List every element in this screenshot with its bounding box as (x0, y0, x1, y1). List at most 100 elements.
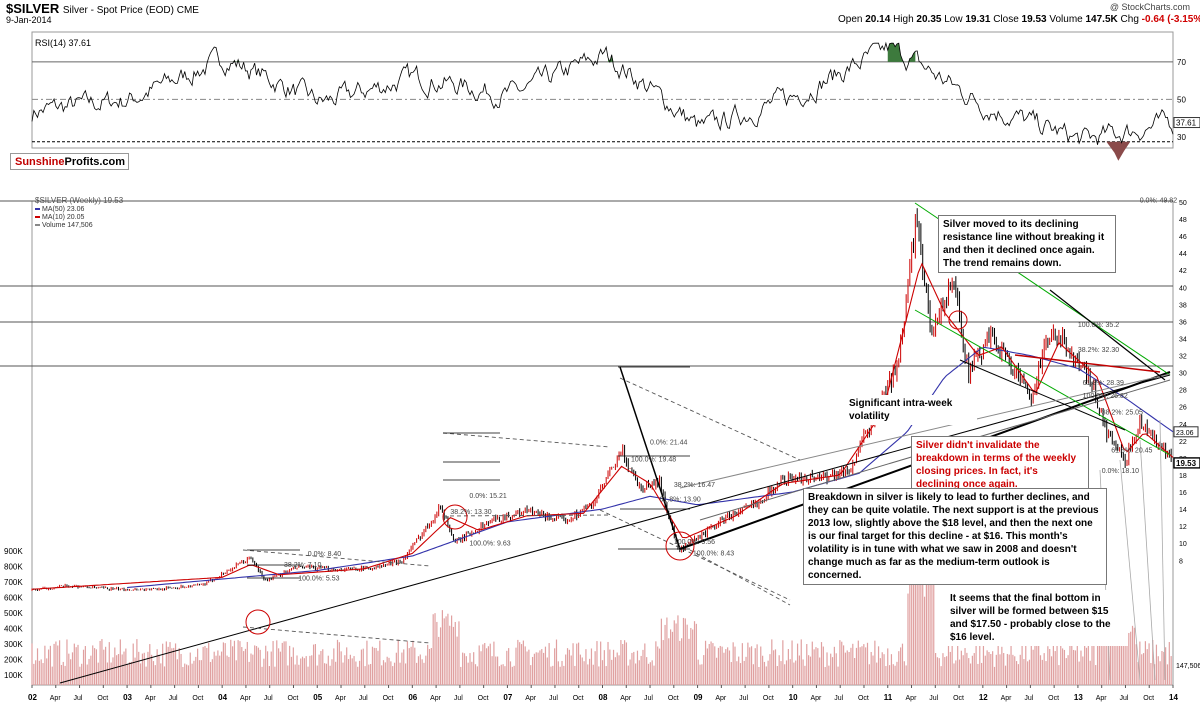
x-tick-7: Oct (192, 695, 203, 702)
dashed-guide-3 (242, 549, 431, 567)
red-support-line (1014, 354, 1161, 373)
x-tick-20: 07 (503, 693, 512, 702)
price-tick-42: 42 (1179, 268, 1187, 275)
rsi-tick-70: 70 (1177, 58, 1186, 67)
fib-label-10: 38.2%: 16.47 (674, 482, 715, 489)
long-term-support-line (59, 374, 1171, 684)
open-label: Open (838, 14, 863, 25)
fib-label-4: 100.0%: 26.82 (1083, 393, 1128, 400)
x-tick-3: Oct (97, 695, 108, 702)
highlight-circle-1 (442, 504, 468, 530)
price-tick-14: 14 (1179, 507, 1187, 514)
rsi-panel (31, 31, 1174, 149)
x-tick-46: Jul (1119, 695, 1128, 702)
chart-title: $SILVER Silver - Spot Price (EOD) CME (6, 1, 199, 16)
price-tick-38: 38 (1179, 302, 1187, 309)
legend-swatch-0 (35, 208, 40, 210)
fib-label-13: 100.0%: 8.43 (693, 551, 734, 558)
x-tick-0: 02 (28, 693, 37, 702)
price-tick-44: 44 (1179, 251, 1187, 258)
chg-value: -0.64 (-3.15%) (1141, 14, 1200, 25)
x-tick-30: Jul (739, 695, 748, 702)
fib-label-15: 38.2%: 13.30 (450, 509, 491, 516)
dashed-guide-2 (619, 377, 801, 461)
dashed-guide-4 (242, 626, 431, 644)
price-tick-24: 24 (1179, 422, 1187, 429)
crash-line-2008 (619, 366, 681, 550)
x-tick-43: Oct (1048, 695, 1059, 702)
price-tick-30: 30 (1179, 371, 1187, 378)
x-tick-16: 06 (408, 693, 417, 702)
highlight-circle-0 (245, 609, 271, 635)
price-tick-16: 16 (1179, 490, 1187, 497)
callout-line-3 (1159, 419, 1166, 681)
x-tick-21: Apr (525, 695, 537, 702)
x-tick-10: Jul (264, 695, 273, 702)
rsi-last-value: 37.61 (1176, 119, 1197, 128)
price-tick-46: 46 (1179, 234, 1187, 241)
fib-label-9: 100.0%: 19.48 (631, 456, 676, 463)
ma50-line (127, 346, 1174, 589)
low-value: 19.31 (965, 14, 991, 25)
x-tick-27: Oct (668, 695, 679, 702)
volume-tick-700K: 700K (4, 578, 23, 587)
price-tick-50: 50 (1179, 200, 1187, 207)
x-tick-44: 13 (1074, 693, 1083, 702)
x-tick-14: Jul (359, 695, 368, 702)
x-tick-41: Apr (1001, 695, 1013, 702)
fib-label-6: 61.8%: 20.45 (1111, 448, 1152, 455)
x-tick-45: Apr (1096, 695, 1108, 702)
annotation-breakdown-red: Silver didn't invalidate the breakdown i… (911, 436, 1089, 494)
x-tick-4: 03 (123, 693, 132, 702)
price-tick-26: 26 (1179, 405, 1187, 412)
support-line-gray-2 (679, 373, 1171, 489)
price-tick-8: 8 (1179, 558, 1183, 565)
rsi-oversold-fill (1106, 141, 1131, 161)
fib-label-17: 0.0%: 8.40 (308, 551, 342, 558)
fib-label-16: 100.0%: 9.63 (469, 540, 510, 547)
close-last-box (1173, 457, 1200, 469)
x-tick-9: Apr (240, 695, 252, 702)
ma50-last-value: 23.06 (1176, 430, 1194, 437)
volume-tick-600K: 600K (4, 594, 23, 603)
volume-value: 147.5K (1085, 14, 1118, 25)
fib-label-1: 100.0%: 35.2 (1078, 322, 1119, 329)
volume-label: Volume (1049, 14, 1083, 25)
x-tick-38: Jul (929, 695, 938, 702)
x-tick-23: Oct (573, 695, 584, 702)
close-value: 19.53 (1021, 14, 1047, 25)
x-tick-15: Oct (383, 695, 394, 702)
price-tick-48: 48 (1179, 217, 1187, 224)
logo-part-1: Sunshine (15, 156, 65, 168)
annotation-breakdown-black: Breakdown in silver is likely to lead to… (803, 488, 1107, 585)
volume-tick-100K: 100K (4, 671, 23, 680)
price-tick-10: 10 (1179, 541, 1187, 548)
instrument-name: Silver - Spot Price (EOD) CME (62, 5, 199, 16)
legend-item-2: Volume 147,506 (42, 222, 93, 229)
channel-line-a (959, 359, 1126, 431)
volume-tick-200K: 200K (4, 656, 23, 665)
legend-item-1: MA(10) 20.05 (42, 214, 85, 221)
x-tick-19: Oct (478, 695, 489, 702)
volume-tick-300K: 300K (4, 640, 23, 649)
close-label: Close (993, 14, 1019, 25)
x-tick-24: 08 (599, 693, 608, 702)
dashed-guide-0 (599, 509, 791, 601)
volume-tick-800K: 800K (4, 563, 23, 572)
close-last-value: 19.53 (1176, 459, 1197, 468)
price-tick-22: 22 (1179, 439, 1187, 446)
rsi-line (31, 41, 1174, 145)
diagonal-line-2013 (1049, 289, 1166, 381)
x-tick-2: Jul (74, 695, 83, 702)
callout-line-1 (1119, 459, 1141, 681)
fib-label-14: 0.0%: 15.21 (469, 493, 506, 500)
highlight-circle-3 (948, 310, 968, 330)
highlight-circle-2 (665, 531, 695, 561)
x-tick-32: 10 (789, 693, 798, 702)
sunshine-profits-logo: SunshineProfits.com (10, 153, 129, 170)
rsi-tick-30: 30 (1177, 133, 1186, 142)
fib-label-5: 38.2%: 25.05 (1102, 409, 1143, 416)
x-tick-40: 12 (979, 693, 988, 702)
x-tick-29: Apr (715, 695, 727, 702)
